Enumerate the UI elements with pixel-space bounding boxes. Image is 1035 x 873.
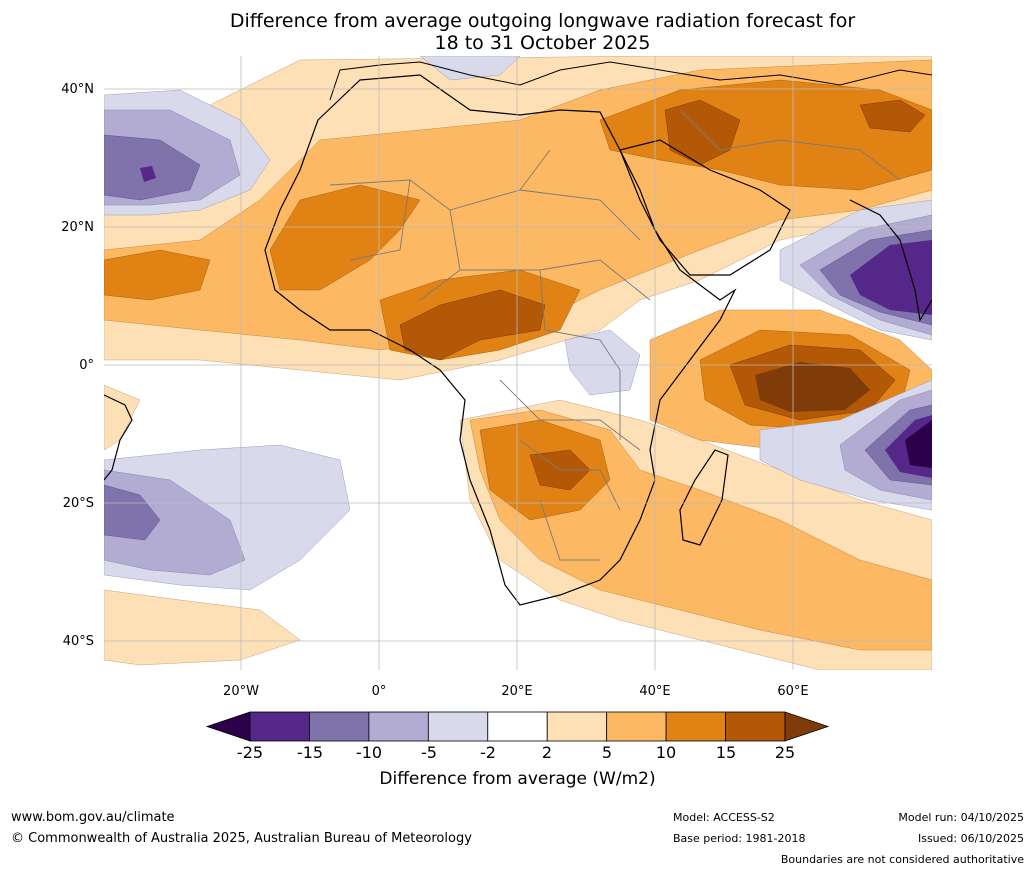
issued-text: Issued: 06/10/2025 (917, 832, 1024, 845)
colorbar-segment (309, 711, 370, 742)
anomaly-region-darkest-purple-east-indian (905, 420, 932, 468)
colorbar-segment (249, 711, 310, 742)
colorbar-segment (665, 711, 726, 742)
colorbar-segment (546, 711, 608, 742)
south-america-coastline (104, 394, 133, 481)
colorbar-tick-label: -5 (421, 743, 437, 762)
colorbar-extend-low (205, 711, 251, 742)
anomaly-region-dark-orange-atlantic (104, 249, 211, 301)
colorbar-segment (725, 711, 786, 742)
colorbar-segment (487, 711, 548, 742)
lat-label-20s: 20°S (62, 496, 94, 511)
title-line-2: 18 to 31 October 2025 (434, 32, 651, 54)
model-run-text: Model run: 04/10/2025 (898, 811, 1024, 824)
colorbar-tick-label: -15 (296, 743, 324, 762)
colorbar-segment (606, 711, 667, 742)
copyright-text: © Commonwealth of Australia 2025, Austra… (11, 831, 472, 846)
colorbar-tick-label: -25 (236, 743, 264, 762)
anomaly-region-darkest-brown-indian (755, 362, 870, 412)
website-link[interactable]: www.bom.gov.au/climate (11, 810, 175, 825)
colorbar-segment (368, 711, 429, 742)
lon-label-60e: 60°E (777, 684, 809, 699)
colorbar (205, 711, 830, 742)
africa-coastline (264, 74, 737, 606)
anomaly-region-dark-purple-arabian-sea (850, 240, 932, 315)
lat-label-40n: 40°N (61, 82, 94, 97)
colorbar-segment (427, 711, 489, 742)
anomaly-region-light-orange-sw (104, 589, 301, 666)
colorbar-tick-label: 10 (655, 743, 677, 762)
colorbar-tick-label: 2 (541, 743, 553, 762)
anomaly-region-pale-purple-east-africa (564, 329, 641, 396)
colorbar-tick-label: 25 (774, 743, 796, 762)
lon-label-0: 0° (371, 684, 387, 699)
map-title: Difference from average outgoing longwav… (0, 10, 1035, 54)
title-line-1: Difference from average outgoing longwav… (229, 10, 856, 32)
anomaly-region-dark-orange-sahara (269, 184, 421, 291)
anomaly-region-medium-purple-south-atlantic (104, 484, 161, 541)
colorbar-tick-label: -2 (480, 743, 496, 762)
lon-label-20e: 20°E (501, 684, 533, 699)
disclaimer-text: Boundaries are not considered authoritat… (780, 853, 1024, 866)
anomaly-region-brown-persia (859, 99, 926, 133)
colorbar-tick-label: -10 (355, 743, 383, 762)
india-coastline (849, 199, 932, 322)
lat-label-40s: 40°S (62, 634, 94, 649)
madagascar-coastline (679, 449, 729, 546)
anomaly-region-brown-west-africa (399, 289, 546, 361)
lat-label-20n: 20°N (61, 220, 94, 235)
colorbar-label: Difference from average (W/m2) (379, 769, 656, 789)
base-period-text: Base period: 1981-2018 (673, 832, 806, 845)
model-text: Model: ACCESS-S2 (673, 811, 775, 824)
europe-coastline (329, 61, 932, 101)
gridlines (104, 56, 932, 670)
country-borders (329, 109, 901, 561)
lon-label-20w: 20°W (223, 684, 259, 699)
lon-label-40e: 40°E (639, 684, 671, 699)
anomaly-region-dark-purple-north-atlantic (140, 166, 156, 182)
anomaly-field (104, 56, 932, 670)
colorbar-tick-label: 15 (715, 743, 737, 762)
colorbar-extend-high (784, 711, 830, 742)
colorbar-tick-label: 5 (601, 743, 613, 762)
anomaly-region-pale-purple-mediterranean (419, 56, 521, 81)
lat-label-equator: 0° (79, 358, 94, 373)
